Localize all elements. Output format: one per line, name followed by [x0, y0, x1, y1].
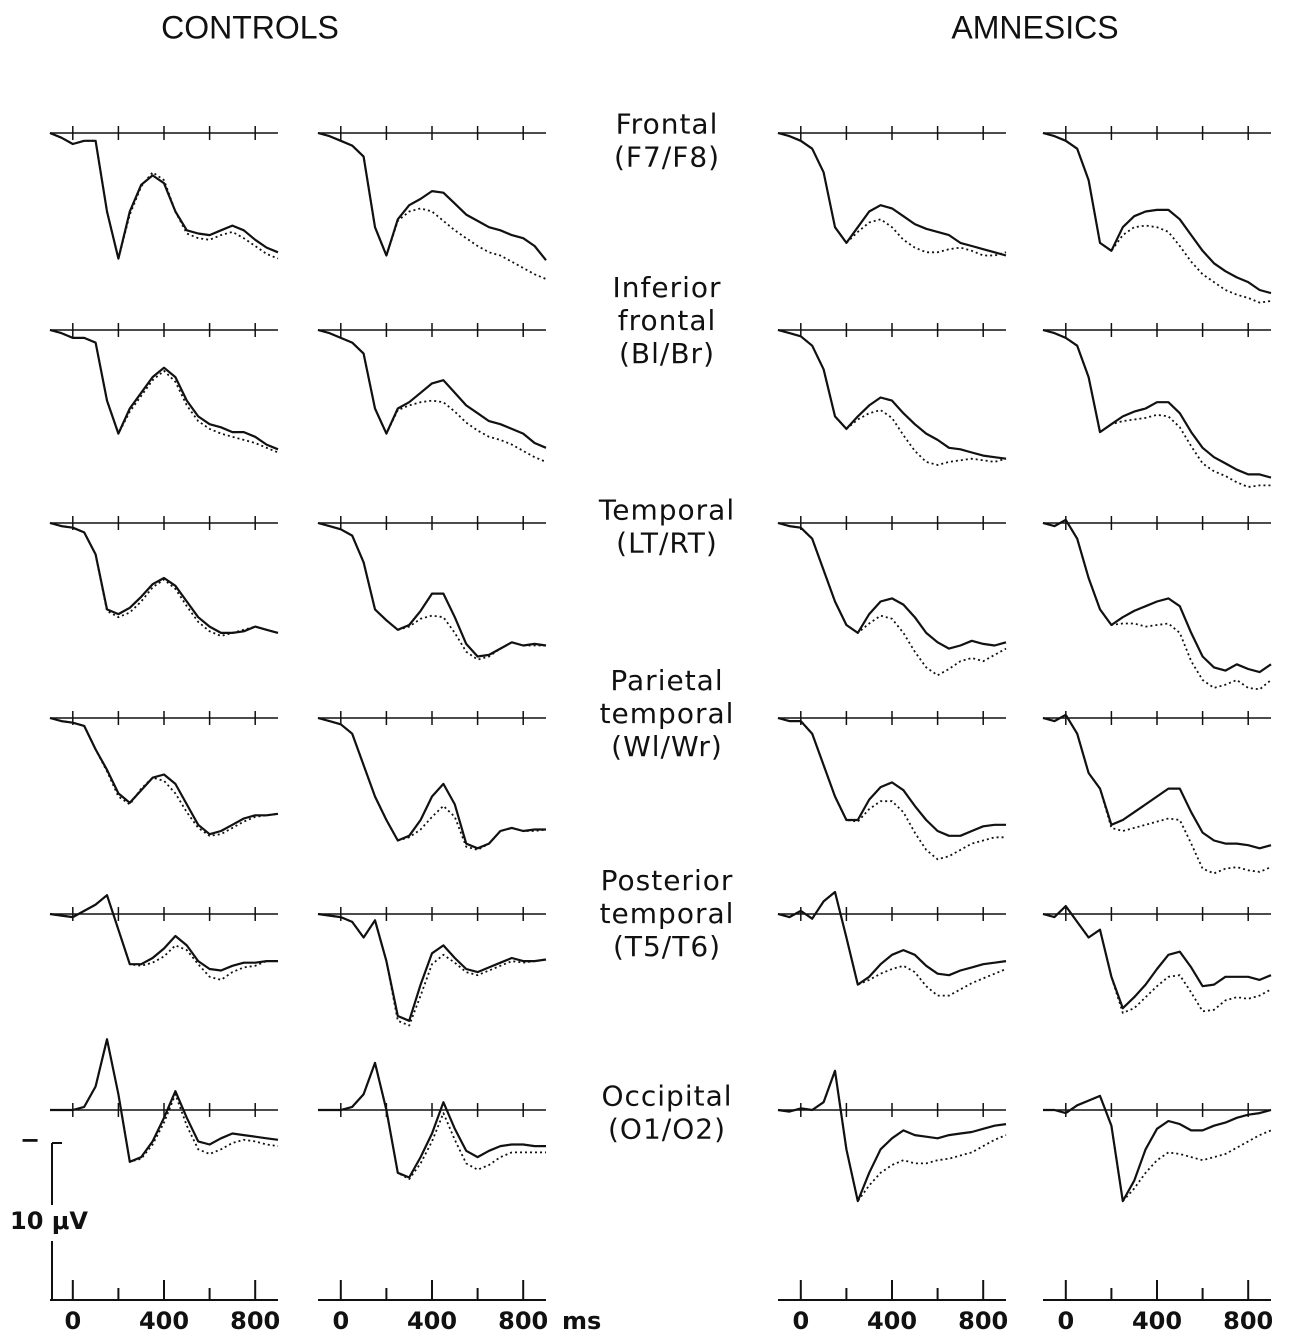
region-label: temporal: [600, 697, 735, 730]
scale-label-bg: [6, 1205, 96, 1241]
region-label: Temporal: [598, 494, 735, 527]
waveform: [1042, 519, 1272, 691]
waveform: [317, 522, 546, 661]
scale-label: 10 μV: [10, 1207, 88, 1235]
x-tick-label: 0: [332, 1307, 349, 1335]
group-title: CONTROLS: [161, 9, 339, 45]
waveform: [317, 913, 547, 1027]
x-tick-label: 800: [230, 1307, 280, 1335]
waveform: [1042, 905, 1272, 1014]
group-title: AMNESICS: [951, 9, 1118, 45]
region-label: Frontal: [616, 108, 719, 141]
waveform: [777, 716, 1006, 837]
x-tick-label: 400: [867, 1307, 917, 1335]
x-tick-label: 400: [139, 1307, 189, 1335]
region-label: (Wl/Wr): [611, 730, 723, 763]
waveform: [1042, 518, 1272, 674]
waveform: [50, 1038, 279, 1163]
x-tick-label: 0: [64, 1307, 81, 1335]
waveform: [317, 716, 546, 850]
region-label: (O1/O2): [608, 1113, 726, 1146]
region-label: Inferior: [612, 271, 721, 304]
waveform: [317, 131, 547, 261]
region-label: temporal: [600, 897, 735, 930]
waveform: [49, 522, 279, 637]
waveform: [1042, 131, 1272, 295]
x-tick-label: 800: [1223, 1307, 1273, 1335]
waveform: [317, 329, 547, 463]
waveform: [49, 717, 279, 837]
waveform: [777, 1069, 1007, 1202]
x-tick-label: 800: [498, 1307, 548, 1335]
waveform: [50, 1038, 279, 1163]
region-label: Occipital: [601, 1080, 732, 1113]
x-tick-label: 400: [407, 1307, 457, 1335]
waveform: [1042, 905, 1272, 1010]
waveform: [318, 1061, 546, 1179]
x-tick-label: 0: [792, 1307, 809, 1335]
waveform: [777, 132, 1007, 257]
waveform: [1042, 714, 1272, 875]
x-tick-label: 800: [958, 1307, 1008, 1335]
waveform: [317, 521, 547, 658]
scale-sign: −: [20, 1126, 40, 1154]
waveform: [317, 132, 547, 280]
waveform: [777, 521, 1007, 650]
waveform: [49, 716, 279, 836]
waveform: [1042, 329, 1271, 488]
waveform: [1042, 132, 1272, 304]
waveform: [777, 717, 1006, 861]
x-tick-label: 400: [1132, 1307, 1182, 1335]
waveform: [49, 894, 278, 972]
waveform: [317, 912, 547, 1022]
waveform: [1042, 713, 1272, 850]
waveform: [777, 329, 1007, 466]
waveform: [318, 1062, 546, 1180]
waveform: [777, 890, 1007, 986]
region-label: Posterior: [601, 864, 734, 897]
waveform: [317, 717, 547, 851]
waveform: [49, 894, 278, 981]
waveform: [777, 131, 1007, 257]
x-tick-label: 0: [1057, 1307, 1074, 1335]
waveform: [777, 328, 1007, 460]
region-label: (T5/T6): [613, 930, 721, 963]
region-label: frontal: [618, 304, 717, 337]
waveform: [777, 522, 1007, 677]
waveform: [1042, 328, 1272, 479]
waveform: [49, 328, 279, 451]
waveform: [1043, 1095, 1272, 1202]
region-label: (F7/F8): [614, 141, 720, 174]
waveform: [49, 329, 279, 454]
waveform: [317, 328, 547, 449]
waveform: [777, 1069, 1007, 1203]
waveform: [777, 891, 1007, 997]
region-label: (LT/RT): [616, 527, 718, 560]
waveform: [49, 132, 279, 260]
x-unit: ms: [562, 1307, 601, 1335]
region-label: (Bl/Br): [619, 337, 715, 370]
waveform: [49, 131, 279, 260]
region-label: Parietal: [610, 664, 723, 697]
waveform: [49, 521, 279, 634]
